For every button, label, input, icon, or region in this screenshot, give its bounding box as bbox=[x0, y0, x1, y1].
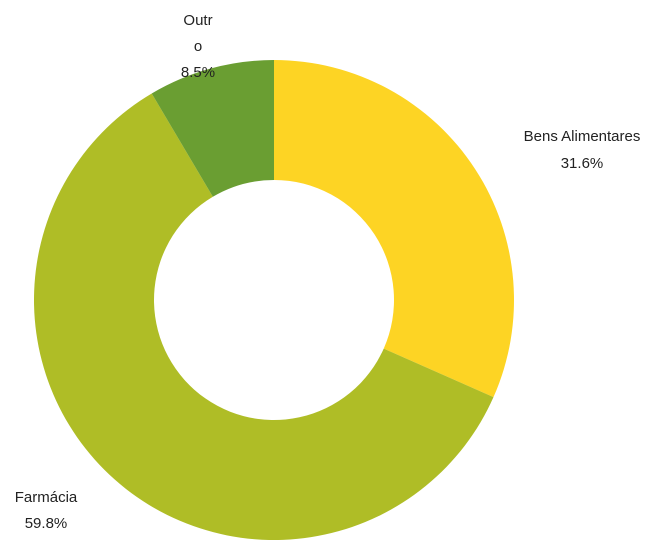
donut-slices bbox=[34, 60, 514, 541]
slice-outro bbox=[151, 60, 274, 197]
label-bens-alimentares: Bens Alimentares bbox=[524, 128, 641, 145]
percent-outro: 8.5% bbox=[181, 64, 215, 81]
percent-farmacia: 59.8% bbox=[25, 515, 68, 532]
label-outro-line-2: o bbox=[194, 38, 202, 55]
slice-farmacia bbox=[34, 93, 494, 541]
slice-bens-alimentares bbox=[274, 60, 514, 398]
percent-bens-alimentares: 31.6% bbox=[561, 155, 604, 172]
label-outro-line-1: Outr bbox=[183, 12, 212, 29]
label-farmacia: Farmácia bbox=[15, 489, 78, 506]
